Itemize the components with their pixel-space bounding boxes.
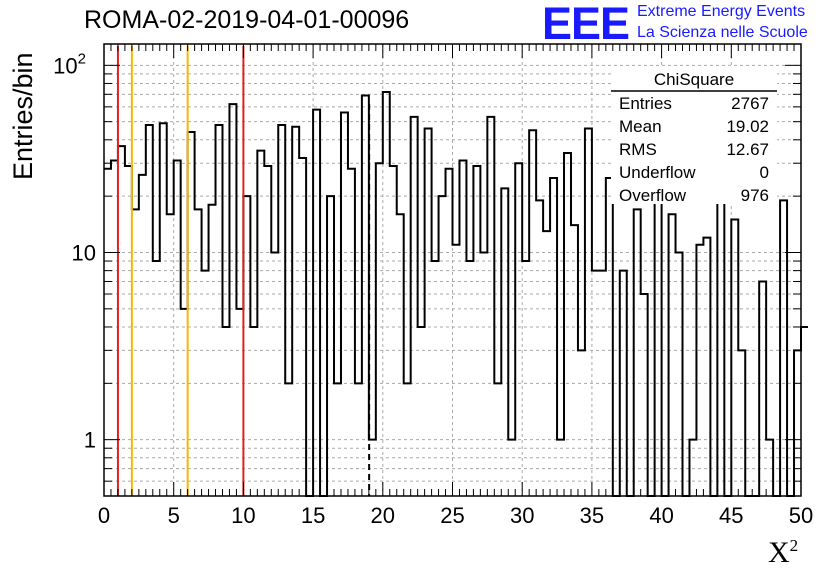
histogram-bin (641, 294, 648, 496)
histogram-bin (473, 166, 480, 496)
stats-label: RMS (619, 140, 657, 159)
histogram-bin (439, 196, 446, 496)
histogram-bin (153, 261, 160, 496)
stats-label: Entries (619, 94, 672, 113)
histogram-bin (487, 117, 494, 496)
histogram-bin (181, 309, 188, 496)
histogram-bin (418, 327, 425, 496)
histogram-bin (696, 245, 703, 496)
x-axis-label-base: X (768, 536, 790, 569)
histogram-bin (216, 125, 223, 496)
histogram-bin (411, 117, 418, 496)
histogram-bin (780, 200, 787, 496)
histogram-bin (174, 161, 181, 496)
histogram-bin (111, 161, 118, 496)
histogram-bin (341, 112, 348, 496)
histogram-bin (571, 225, 578, 496)
x-axis-label-exponent: 2 (789, 536, 799, 555)
histogram-bin (453, 245, 460, 496)
histogram-bin (222, 327, 229, 496)
histogram-bin (397, 214, 404, 496)
histogram-bin (271, 252, 278, 496)
x-tick-label: 45 (719, 503, 743, 528)
histogram-bin (236, 309, 243, 496)
histogram-bin (432, 261, 439, 496)
histogram-bin (578, 350, 585, 496)
logo-line-2: La Scienza nelle Scuole (637, 24, 808, 41)
y-tick-label: 10 (72, 240, 96, 265)
stats-box (611, 66, 777, 204)
histogram-bin (446, 169, 453, 496)
stats-value: 2767 (731, 94, 769, 113)
histogram-bin (501, 188, 508, 496)
histogram-bin (522, 261, 529, 496)
histogram-bin (250, 327, 257, 496)
histogram-bin (466, 261, 473, 496)
histogram-bin (327, 196, 334, 496)
logo-line-1: Extreme Energy Events (637, 3, 806, 20)
histogram-bin (104, 169, 111, 496)
histogram-bin (167, 214, 174, 496)
stats-value: 19.02 (726, 117, 769, 136)
histogram-bin (243, 196, 250, 496)
histogram-bin (118, 146, 125, 496)
histogram-bin (264, 166, 271, 496)
histogram-bin (515, 163, 522, 496)
stats-label: Underflow (619, 163, 696, 182)
histogram-bin (585, 128, 592, 496)
x-axis-label: X2 (768, 536, 798, 570)
histogram-bin (257, 151, 264, 496)
chart-title: ROMA-02-2019-04-01-00096 (84, 6, 410, 34)
x-tick-label: 0 (98, 503, 110, 528)
histogram-bin (564, 153, 571, 496)
histogram-bin (425, 128, 432, 496)
histogram-bin (738, 350, 745, 496)
histogram-bin (459, 161, 466, 496)
eee-logo: EEE Extreme Energy Events La Scienza nel… (542, 0, 832, 49)
x-tick-label: 20 (371, 503, 395, 528)
stats-value: 0 (760, 163, 769, 182)
x-tick-label: 10 (231, 503, 255, 528)
histogram-bin (376, 163, 383, 496)
histogram-bin (529, 130, 536, 496)
histogram-bin (536, 200, 543, 496)
histogram-bin (801, 327, 808, 496)
histogram-bin (313, 110, 320, 496)
histogram-bin (362, 95, 369, 496)
x-tick-label: 15 (301, 503, 325, 528)
histogram-bin (125, 166, 132, 496)
y-tick-label: 1 (84, 428, 96, 453)
y-tick-exponent: 2 (78, 50, 86, 67)
histogram-bin (676, 252, 683, 496)
histogram-bin (188, 132, 195, 496)
histogram-bin (703, 238, 710, 496)
histogram-bin (759, 281, 766, 496)
histogram-bin (794, 350, 801, 496)
histogram-bin (390, 166, 397, 496)
histogram-bin (717, 185, 724, 496)
x-tick-label: 40 (649, 503, 673, 528)
stats-label: Overflow (619, 186, 687, 205)
x-tick-label: 35 (580, 503, 604, 528)
histogram-bin (292, 127, 299, 496)
stats-title: ChiSquare (654, 70, 734, 89)
x-tick-label: 25 (440, 503, 464, 528)
y-tick-label: 102 (53, 50, 86, 78)
histogram-bin (669, 214, 676, 496)
x-tick-label: 5 (168, 503, 180, 528)
logo-mark: EEE (542, 0, 630, 49)
x-tick-label: 50 (789, 503, 813, 528)
histogram-bin (278, 125, 285, 496)
stats-value: 12.67 (726, 140, 769, 159)
histogram-bin (348, 169, 355, 496)
stats-value: 976 (741, 186, 769, 205)
histogram-bin (480, 252, 487, 496)
x-tick-label: 30 (510, 503, 534, 528)
stats-label: Mean (619, 117, 662, 136)
histogram-bin (146, 125, 153, 496)
